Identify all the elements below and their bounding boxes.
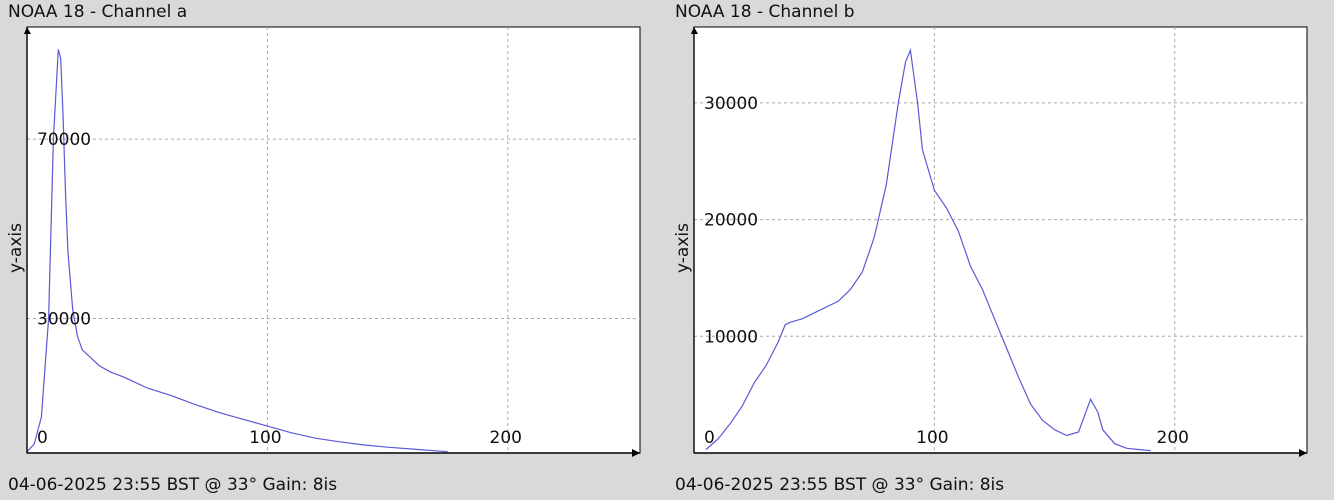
y-tick-label: 70000 — [37, 130, 91, 150]
y-tick-label: 30000 — [37, 309, 91, 329]
channel-b-chart: 0 100 200 10000 20000 30000 y-axis — [673, 26, 1308, 457]
x-tick-label: 200 — [1157, 428, 1189, 448]
channel-a-panel: NOAA 18 - Channel a 0 100 200 30000 70000 y-a… — [6, 2, 641, 495]
x-tick-label: 100 — [249, 428, 281, 448]
series-line — [26, 49, 448, 453]
footer-status: 04-06-2025 23:55 BST @ 33° Gain: 8is — [8, 475, 338, 495]
x-tick-label: 200 — [490, 428, 522, 448]
x-tick-label: 0 — [704, 428, 715, 448]
x-tick-label: 0 — [37, 428, 48, 448]
plot-area — [26, 26, 641, 454]
y-axis-arrow-icon — [691, 27, 698, 34]
y-axis-label: y-axis — [673, 223, 693, 273]
series-line — [705, 48, 1151, 452]
channel-a-chart: 0 100 200 30000 70000 y-axis — [6, 26, 641, 457]
x-axis-arrow-icon — [1299, 449, 1307, 457]
y-tick-label: 30000 — [704, 94, 758, 114]
y-tick-label: 10000 — [704, 327, 758, 347]
y-tick-label: 20000 — [704, 211, 758, 231]
y-axis-arrow-icon — [24, 27, 31, 34]
chart-title: NOAA 18 - Channel a — [8, 2, 188, 22]
plot-area — [693, 26, 1308, 454]
x-axis-arrow-icon — [632, 449, 640, 457]
x-tick-label: 100 — [916, 428, 948, 448]
y-axis-label: y-axis — [6, 223, 26, 273]
footer-status: 04-06-2025 23:55 BST @ 33° Gain: 8is — [675, 475, 1005, 495]
channel-b-panel: NOAA 18 - Channel b 0 100 200 10000 20000 300… — [667, 0, 1334, 500]
chart-title: NOAA 18 - Channel b — [675, 2, 855, 22]
